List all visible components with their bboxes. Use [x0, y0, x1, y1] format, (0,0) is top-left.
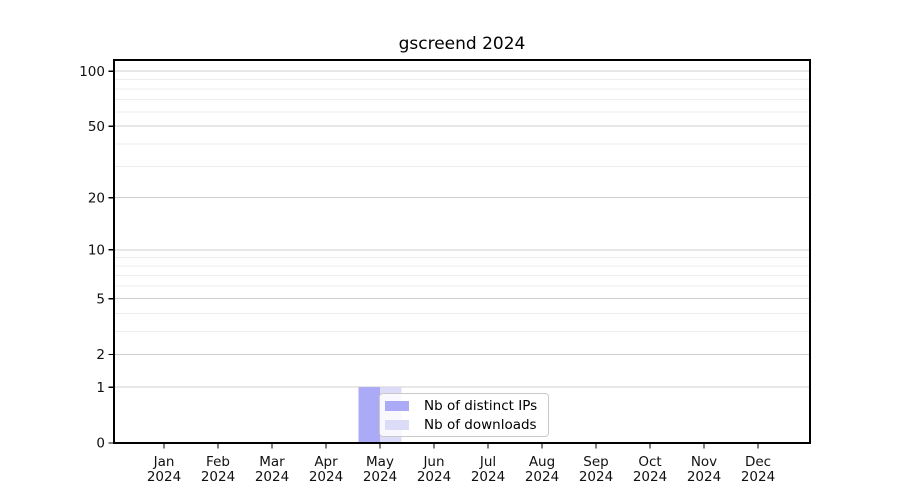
legend-item-distinct-ips: Nb of distinct IPs — [385, 396, 542, 415]
y-tick-label: 0 — [96, 436, 105, 452]
x-tick-label-month: Nov — [691, 454, 717, 470]
y-tick-label: 2 — [96, 347, 105, 363]
x-tick-label-month: Apr — [314, 454, 338, 470]
y-tick-label: 100 — [79, 64, 105, 80]
x-tick-label-year: 2024 — [147, 469, 181, 485]
x-tick-label-year: 2024 — [255, 469, 289, 485]
legend-swatch-downloads-icon — [385, 419, 409, 430]
chart-title: gscreend 2024 — [398, 34, 526, 54]
y-tick-label: 1 — [96, 380, 105, 396]
x-tick-label-year: 2024 — [687, 469, 721, 485]
x-tick-label-month: Jun — [422, 454, 444, 470]
x-tick-label-month: Mar — [259, 454, 285, 470]
x-tick-label-year: 2024 — [633, 469, 667, 485]
y-tick-label: 20 — [88, 190, 105, 206]
legend-swatch-distinct-ips-icon — [385, 400, 409, 411]
x-tick-label-year: 2024 — [525, 469, 559, 485]
x-tick-label-year: 2024 — [579, 469, 613, 485]
x-tick-label-month: Oct — [638, 454, 661, 470]
x-tick-label-month: Sep — [583, 454, 608, 470]
x-tick-label-month: Feb — [206, 454, 230, 470]
plot-spines — [113, 59, 811, 444]
legend: Nb of distinct IPs Nb of downloads — [379, 393, 549, 437]
x-tick-label-year: 2024 — [363, 469, 397, 485]
x-tick-label-month: Dec — [745, 454, 771, 470]
x-tick-label-month: May — [366, 454, 394, 470]
x-tick-label-month: Jul — [479, 454, 496, 470]
bar-distinct-ips — [358, 387, 380, 443]
y-tick-label: 50 — [88, 119, 105, 135]
legend-label-downloads: Nb of downloads — [424, 416, 537, 433]
x-tick-label-year: 2024 — [471, 469, 505, 485]
x-tick-label-month: Jan — [153, 454, 175, 470]
legend-item-downloads: Nb of downloads — [385, 415, 542, 434]
y-tick-label: 5 — [96, 291, 105, 307]
x-tick-label-year: 2024 — [741, 469, 775, 485]
x-tick-label-month: Aug — [529, 454, 555, 470]
legend-label-distinct-ips: Nb of distinct IPs — [424, 397, 538, 414]
x-tick-label-year: 2024 — [201, 469, 235, 485]
y-tick-label: 10 — [88, 242, 105, 258]
x-tick-label-year: 2024 — [417, 469, 451, 485]
x-tick-label-year: 2024 — [309, 469, 343, 485]
